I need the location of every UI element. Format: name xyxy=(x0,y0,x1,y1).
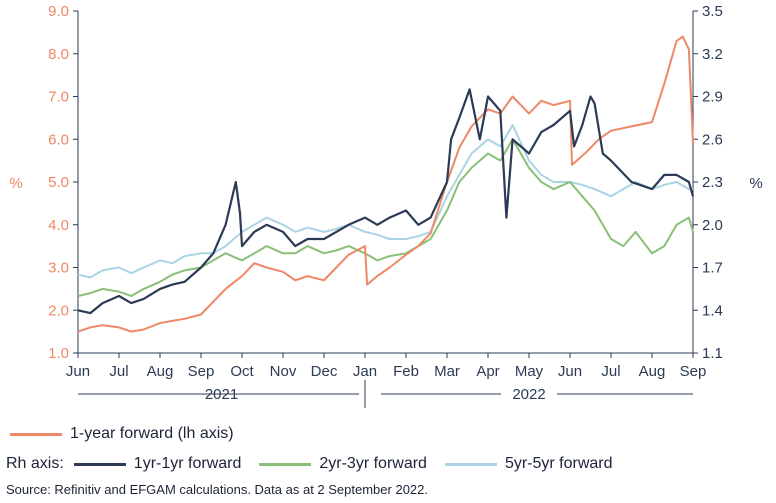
y-left-tick-label: 9.0 xyxy=(48,3,69,20)
x-tick-label: Oct xyxy=(230,363,254,380)
y-left-tick-label: 7.0 xyxy=(48,89,69,106)
y-left-tick-label: 3.0 xyxy=(48,260,69,277)
y-right-tick-label: 1.1 xyxy=(702,345,723,362)
y-right-unit-label: % xyxy=(749,175,762,192)
year-label-2021: 2021 xyxy=(205,386,238,403)
x-tick-label: Jan xyxy=(353,363,377,380)
y-left-tick-label: 8.0 xyxy=(48,46,69,63)
legend-swatch-1yr1yr xyxy=(73,462,126,466)
y-right-tick-label: 3.5 xyxy=(702,3,723,20)
y-left-tick-label: 4.0 xyxy=(48,217,69,234)
series-line-5yr-5yr-forward xyxy=(77,124,693,279)
legend-label-5yr5yr: 5yr-5yr forward xyxy=(504,455,613,472)
legend: 1-year forward (lh axis) Rh axis: 1yr-1y… xyxy=(0,424,613,476)
series-line-1yr-1yr-forward xyxy=(77,88,695,315)
x-tick-label: May xyxy=(515,363,544,380)
legend-swatch-1y xyxy=(10,432,62,436)
x-tick-label: Jun xyxy=(66,363,90,380)
year-label-2022: 2022 xyxy=(512,386,545,403)
y-right-tick-label: 1.7 xyxy=(702,260,723,277)
y-right-tick-label: 2.0 xyxy=(702,217,723,234)
legend-label-1yr1yr: 1yr-1yr forward xyxy=(133,455,242,472)
x-tick-label: Sep xyxy=(188,363,215,380)
y-right-tick-label: 2.9 xyxy=(702,89,723,106)
x-tick-label: Feb xyxy=(393,363,419,380)
x-tick-label: Apr xyxy=(476,363,499,380)
legend-label-2yr3yr: 2yr-3yr forward xyxy=(319,455,427,472)
x-tick-label: Jun xyxy=(558,363,582,380)
legend-rh-prefix: Rh axis: xyxy=(6,455,64,472)
series-line-2yr-3yr-forward xyxy=(77,138,694,297)
legend-swatch-5yr5yr xyxy=(444,462,497,466)
legend-swatch-2yr3yr xyxy=(259,462,312,466)
y-left-tick-label: 1.0 xyxy=(48,345,69,362)
x-tick-label: Mar xyxy=(434,363,460,380)
legend-row-rh: Rh axis: 1yr-1yr forward 2yr-3yr forward… xyxy=(0,452,613,476)
series-line-1-year-forward-lh-axis xyxy=(77,35,694,333)
legend-label-1y: 1-year forward (lh axis) xyxy=(70,425,234,442)
y-left-tick-label: 5.0 xyxy=(48,174,69,191)
line-chart: 1.0 2.0 3.0 4.0 5.0 6.0 7.0 8.0 9.0 1.1 1.4 1.7 2.0 2… xyxy=(9,3,763,408)
y-right-tick-label: 1.4 xyxy=(702,302,723,319)
y-right-tick-label: 2.3 xyxy=(702,174,723,191)
x-tick-label: Sep xyxy=(680,363,707,380)
y-left-tick-label: 2.0 xyxy=(48,302,69,319)
y-left-unit-label: % xyxy=(9,175,22,192)
source-note: Source: Refinitiv and EFGAM calculations… xyxy=(6,482,428,497)
y-right-tick-label: 3.2 xyxy=(702,46,723,63)
legend-row-lh: 1-year forward (lh axis) xyxy=(0,424,613,444)
x-tick-label: Jul xyxy=(601,363,620,380)
y-right-tick-label: 2.6 xyxy=(702,131,723,148)
x-tick-label: Aug xyxy=(639,363,666,380)
x-tick-label: Aug xyxy=(147,363,174,380)
x-tick-label: Dec xyxy=(311,363,338,380)
x-tick-label: Jul xyxy=(109,363,128,380)
y-left-tick-label: 6.0 xyxy=(48,131,69,148)
x-tick-label: Nov xyxy=(270,363,297,380)
